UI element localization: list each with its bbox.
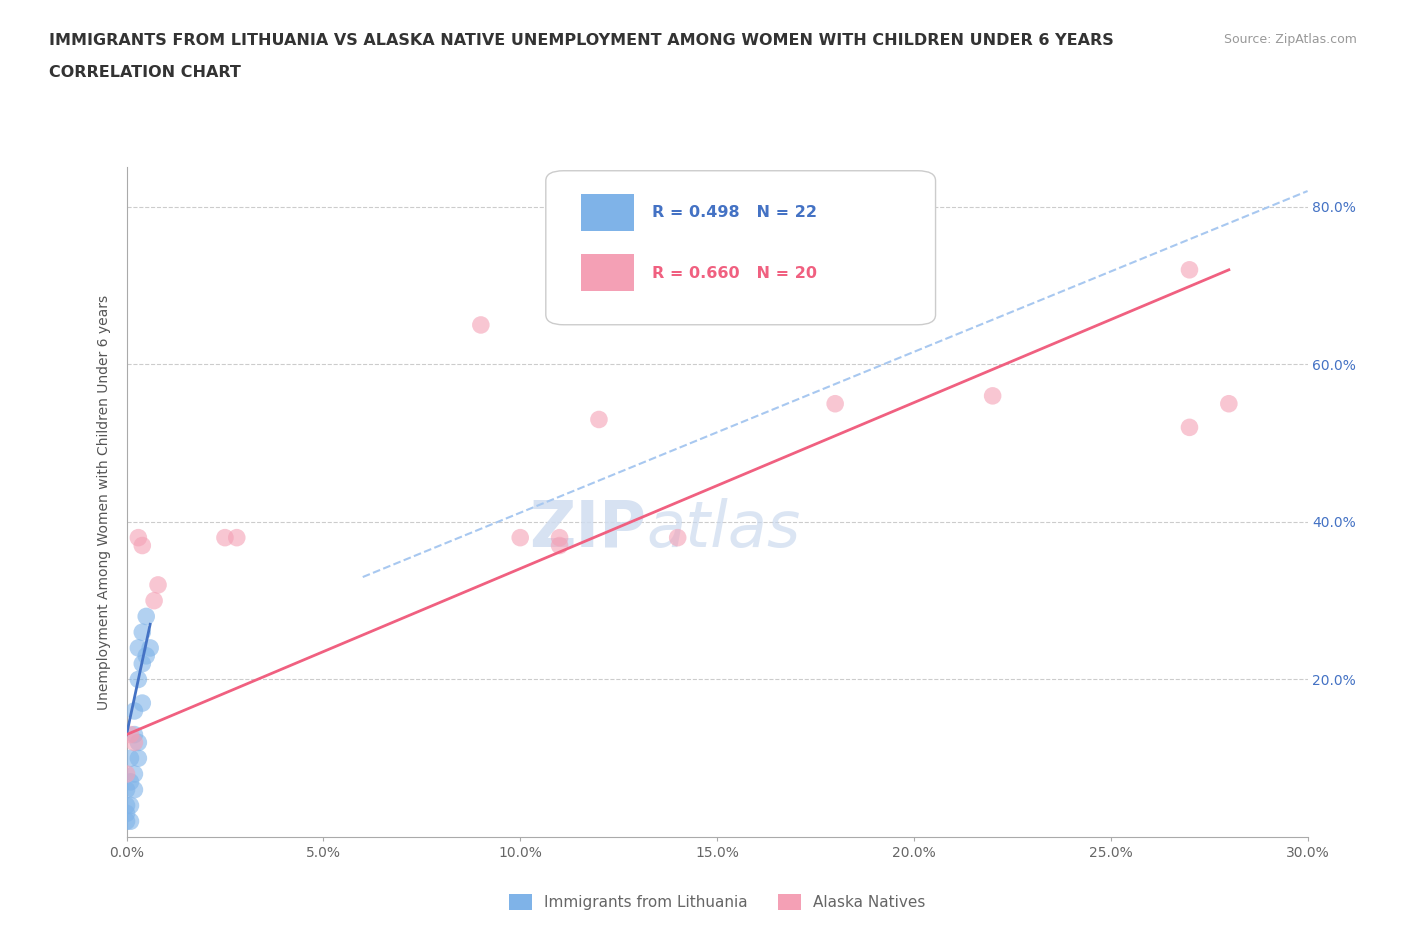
Point — [1218, 396, 1240, 411]
Point — [124, 735, 146, 750]
Point — [548, 530, 571, 545]
Text: R = 0.660   N = 20: R = 0.660 N = 20 — [652, 266, 817, 281]
Point — [115, 766, 138, 781]
Point — [115, 798, 138, 813]
Text: atlas: atlas — [647, 498, 800, 560]
Point — [509, 530, 531, 545]
Point — [135, 648, 157, 663]
Point — [131, 657, 153, 671]
Y-axis label: Unemployment Among Women with Children Under 6 years: Unemployment Among Women with Children U… — [97, 295, 111, 710]
Point — [127, 641, 149, 656]
Point — [588, 412, 610, 427]
Point — [124, 703, 146, 718]
Point — [124, 727, 146, 742]
Point — [146, 578, 169, 592]
Point — [127, 530, 149, 545]
Point — [127, 751, 149, 765]
Point — [143, 593, 166, 608]
Point — [127, 672, 149, 687]
Point — [120, 798, 142, 813]
Text: R = 0.498   N = 22: R = 0.498 N = 22 — [652, 206, 817, 220]
Point — [1178, 262, 1201, 277]
Point — [124, 782, 146, 797]
FancyBboxPatch shape — [581, 255, 634, 291]
Point — [120, 814, 142, 829]
Point — [131, 696, 153, 711]
Point — [131, 625, 153, 640]
Point — [214, 530, 236, 545]
Point — [115, 806, 138, 821]
Point — [120, 775, 142, 790]
Point — [139, 641, 162, 656]
Point — [115, 814, 138, 829]
Text: IMMIGRANTS FROM LITHUANIA VS ALASKA NATIVE UNEMPLOYMENT AMONG WOMEN WITH CHILDRE: IMMIGRANTS FROM LITHUANIA VS ALASKA NATI… — [49, 33, 1114, 47]
Point — [124, 766, 146, 781]
Legend: Immigrants from Lithuania, Alaska Natives: Immigrants from Lithuania, Alaska Native… — [502, 888, 932, 916]
Point — [225, 530, 247, 545]
Point — [127, 735, 149, 750]
Point — [1178, 420, 1201, 435]
Text: Source: ZipAtlas.com: Source: ZipAtlas.com — [1223, 33, 1357, 46]
Point — [120, 751, 142, 765]
Point — [120, 727, 142, 742]
Point — [135, 609, 157, 624]
Point — [548, 538, 571, 553]
FancyBboxPatch shape — [546, 171, 935, 325]
Point — [131, 538, 153, 553]
FancyBboxPatch shape — [581, 194, 634, 231]
Point — [824, 396, 846, 411]
Point — [115, 782, 138, 797]
Point — [666, 530, 689, 545]
Point — [470, 317, 492, 332]
Text: CORRELATION CHART: CORRELATION CHART — [49, 65, 240, 80]
Text: ZIP: ZIP — [529, 498, 647, 560]
Point — [981, 389, 1004, 404]
